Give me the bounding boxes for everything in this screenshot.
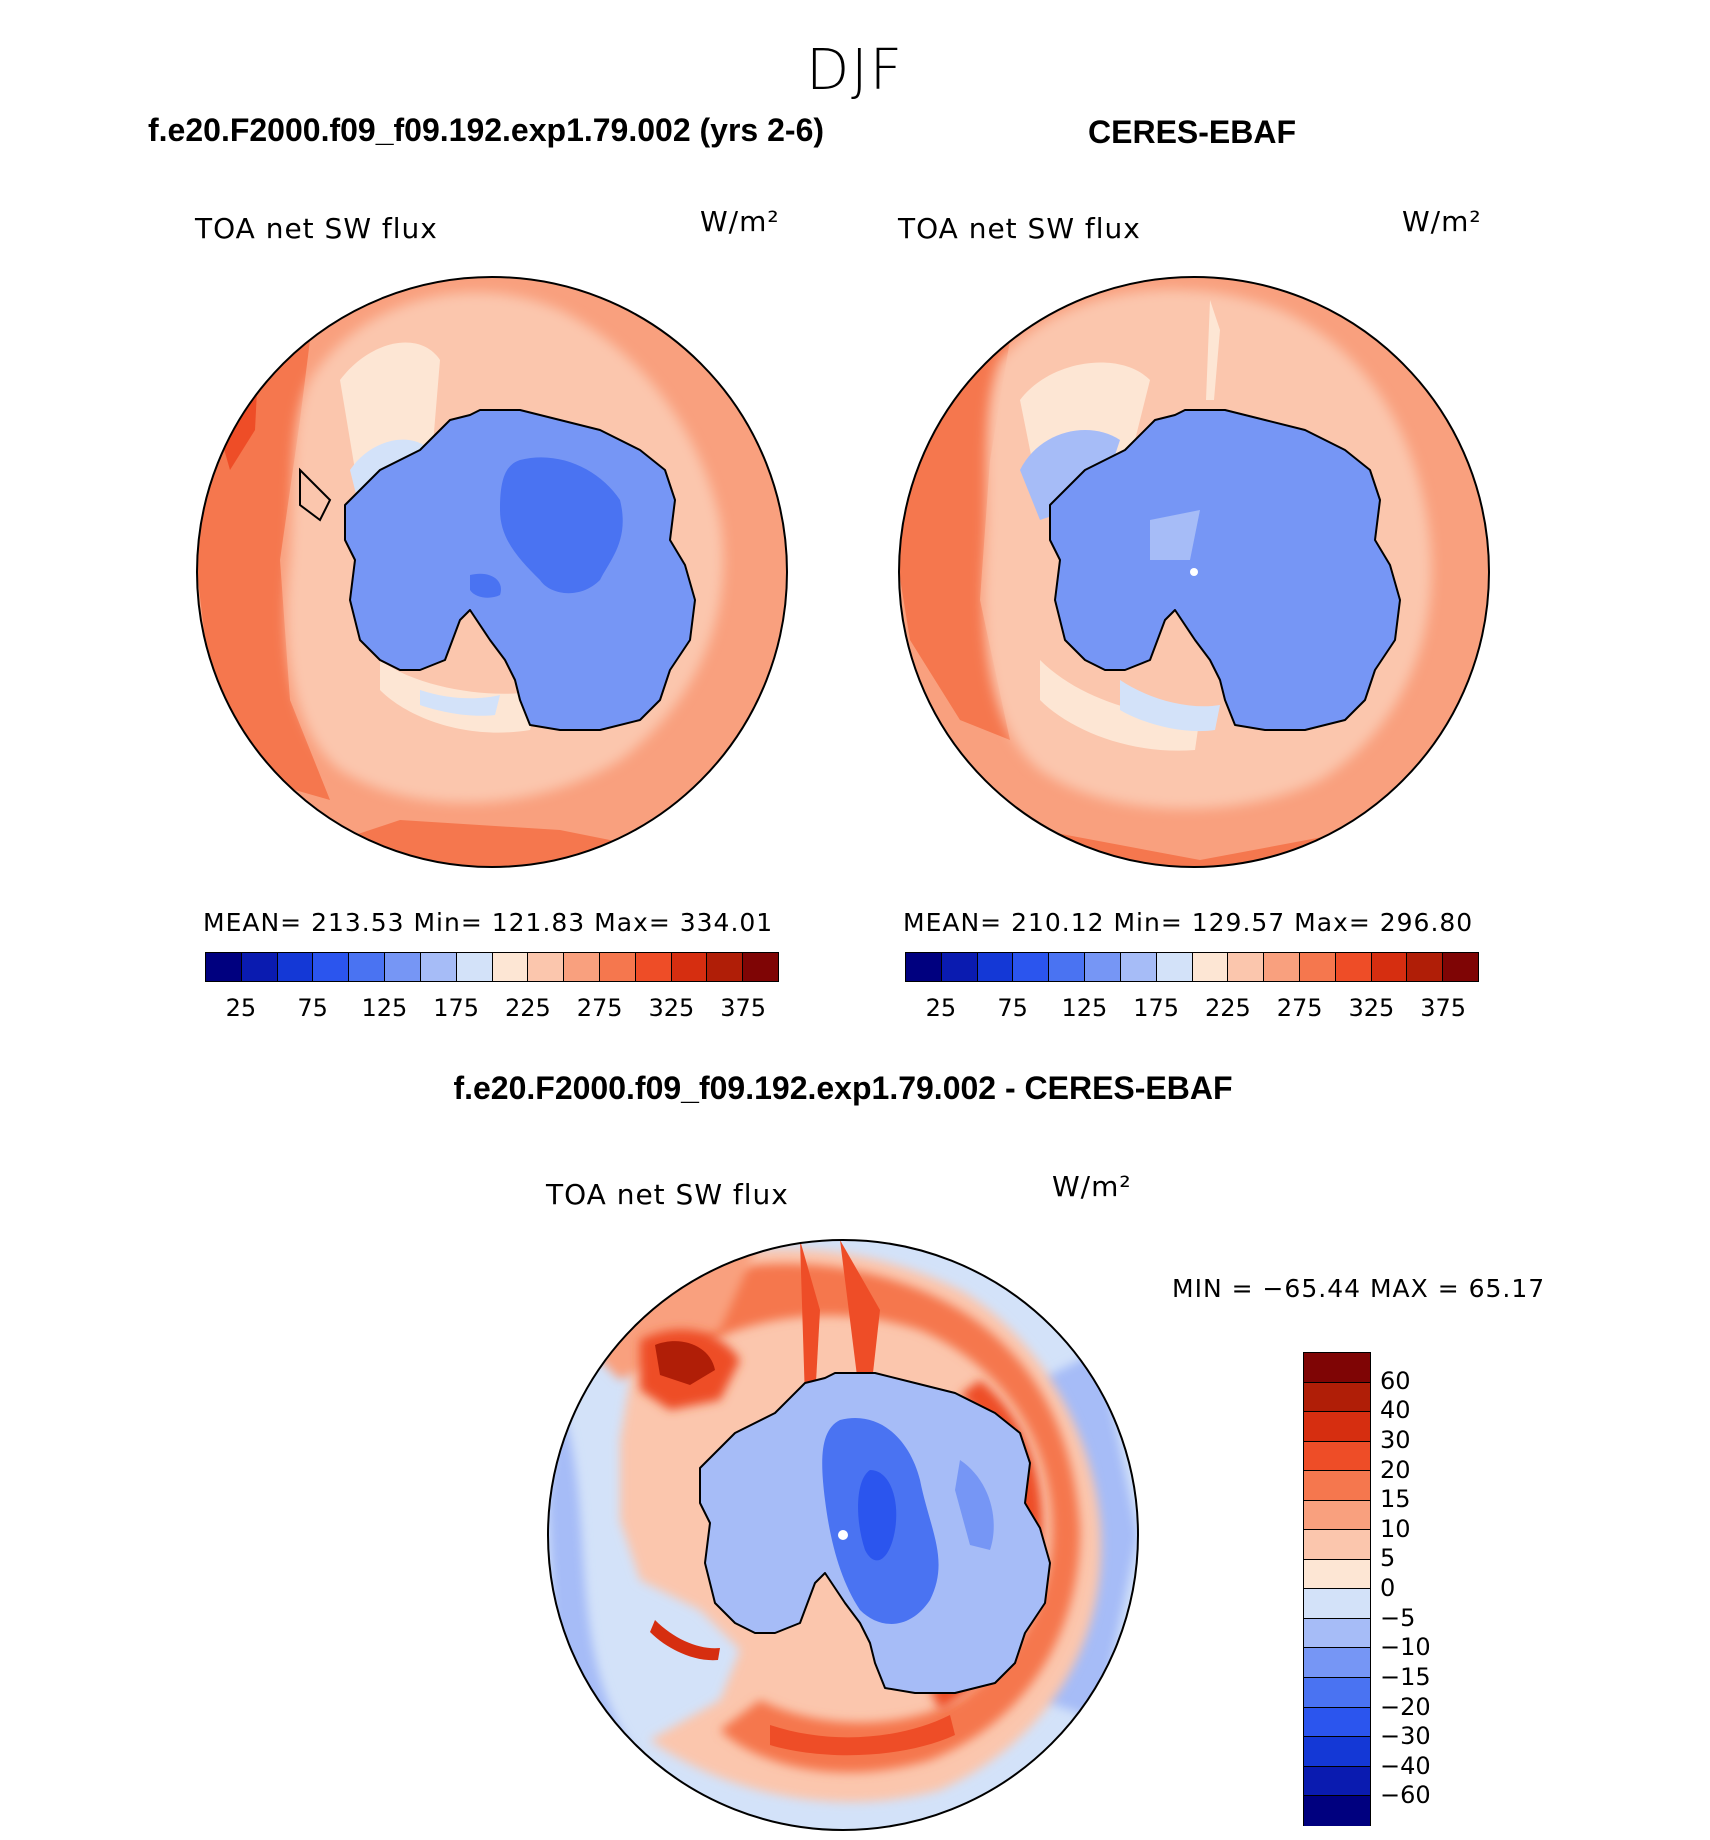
colorbar-tick-label: 15 bbox=[1380, 1485, 1411, 1514]
diff-panel-title: f.e20.F2000.f09_f09.192.exp1.79.002 - CE… bbox=[453, 1070, 1233, 1106]
colorbar-swatch bbox=[349, 953, 386, 981]
colorbar-swatch bbox=[1304, 1441, 1370, 1472]
colorbar-swatch bbox=[1304, 1471, 1370, 1501]
diff-colorbar bbox=[1303, 1352, 1371, 1826]
colorbar-tick-label: 60 bbox=[1380, 1366, 1411, 1395]
colorbar-swatch bbox=[1304, 1766, 1370, 1797]
colorbar-tick-label: −20 bbox=[1380, 1692, 1431, 1721]
colorbar-tick-label: −5 bbox=[1380, 1603, 1416, 1632]
colorbar-swatch bbox=[1192, 953, 1229, 981]
obs-colorbar bbox=[905, 952, 1479, 982]
colorbar-swatch bbox=[1049, 953, 1086, 981]
colorbar-tick-label: 275 bbox=[576, 994, 623, 1022]
colorbar-tick-label: 325 bbox=[1348, 994, 1395, 1022]
diff-variable-label: TOA net SW flux bbox=[546, 1178, 789, 1211]
colorbar-swatch bbox=[1304, 1530, 1370, 1560]
obs-stats: MEAN= 210.12 Min= 129.57 Max= 296.80 bbox=[903, 908, 1474, 937]
model-colorbar bbox=[205, 952, 779, 982]
colorbar-swatch bbox=[1228, 953, 1265, 981]
colorbar-tick-label: 375 bbox=[1420, 994, 1467, 1022]
model-units-label: W/m² bbox=[700, 205, 780, 238]
colorbar-swatch bbox=[906, 953, 942, 981]
colorbar-swatch bbox=[1407, 953, 1444, 981]
colorbar-swatch bbox=[1013, 953, 1050, 981]
colorbar-swatch bbox=[206, 953, 242, 981]
colorbar-swatch bbox=[492, 953, 529, 981]
colorbar-tick-label: −60 bbox=[1380, 1781, 1431, 1810]
colorbar-tick-label: 25 bbox=[925, 994, 957, 1022]
model-variable-label: TOA net SW flux bbox=[195, 212, 438, 245]
colorbar-tick-label: 175 bbox=[1133, 994, 1180, 1022]
colorbar-swatch bbox=[1304, 1353, 1370, 1383]
colorbar-swatch bbox=[977, 953, 1014, 981]
diff-minmax: MIN = −65.44 MAX = 65.17 bbox=[1172, 1274, 1546, 1303]
colorbar-swatch bbox=[420, 953, 457, 981]
colorbar-swatch bbox=[1299, 953, 1336, 981]
colorbar-swatch bbox=[743, 953, 778, 981]
diff-units-label: W/m² bbox=[1052, 1170, 1132, 1203]
obs-panel-title: CERES-EBAF bbox=[1088, 114, 1297, 150]
colorbar-swatch bbox=[313, 953, 350, 981]
colorbar-tick-label: 325 bbox=[648, 994, 695, 1022]
colorbar-swatch bbox=[241, 953, 278, 981]
colorbar-swatch bbox=[1304, 1707, 1370, 1738]
colorbar-swatch bbox=[707, 953, 744, 981]
colorbar-tick-label: −10 bbox=[1380, 1633, 1431, 1662]
colorbar-swatch bbox=[1120, 953, 1157, 981]
obs-variable-label: TOA net SW flux bbox=[898, 212, 1141, 245]
colorbar-tick-label: 75 bbox=[997, 994, 1028, 1022]
colorbar-swatch bbox=[941, 953, 978, 981]
colorbar-swatch bbox=[1304, 1618, 1370, 1649]
colorbar-swatch bbox=[1304, 1382, 1370, 1413]
colorbar-tick-label: 5 bbox=[1380, 1544, 1396, 1573]
colorbar-swatch bbox=[635, 953, 672, 981]
colorbar-tick-label: 20 bbox=[1380, 1455, 1411, 1484]
colorbar-tick-label: 10 bbox=[1380, 1514, 1411, 1543]
colorbar-tick-label: 225 bbox=[504, 994, 551, 1022]
colorbar-tick-label: −15 bbox=[1380, 1662, 1431, 1691]
colorbar-swatch bbox=[277, 953, 314, 981]
colorbar-swatch bbox=[385, 953, 421, 981]
model-stats: MEAN= 213.53 Min= 121.83 Max= 334.01 bbox=[203, 908, 774, 937]
colorbar-tick-label: 30 bbox=[1380, 1425, 1411, 1454]
colorbar-tick-label: 25 bbox=[225, 994, 257, 1022]
colorbar-swatch bbox=[528, 953, 565, 981]
colorbar-swatch bbox=[671, 953, 708, 981]
colorbar-tick-label: 275 bbox=[1276, 994, 1323, 1022]
colorbar-swatch bbox=[1304, 1648, 1370, 1679]
colorbar-swatch bbox=[1304, 1412, 1370, 1442]
colorbar-swatch bbox=[564, 953, 600, 981]
colorbar-swatch bbox=[1085, 953, 1121, 981]
colorbar-tick-label: 125 bbox=[1061, 994, 1108, 1022]
colorbar-swatch bbox=[1371, 953, 1408, 981]
colorbar-tick-label: 0 bbox=[1380, 1574, 1396, 1602]
colorbar-swatch bbox=[1304, 1796, 1370, 1826]
colorbar-tick-label: 175 bbox=[433, 994, 480, 1022]
colorbar-tick-label: 40 bbox=[1380, 1396, 1411, 1425]
colorbar-swatch bbox=[1304, 1589, 1370, 1619]
colorbar-tick-label: 375 bbox=[720, 994, 767, 1022]
season-title: DJF bbox=[806, 38, 904, 103]
colorbar-tick-label: 125 bbox=[361, 994, 408, 1022]
colorbar-swatch bbox=[1156, 953, 1193, 981]
colorbar-tick-label: 75 bbox=[297, 994, 328, 1022]
colorbar-tick-label: −30 bbox=[1380, 1722, 1431, 1751]
colorbar-swatch bbox=[1335, 953, 1372, 981]
colorbar-swatch bbox=[1304, 1678, 1370, 1708]
colorbar-swatch bbox=[1443, 953, 1478, 981]
model-panel-title: f.e20.F2000.f09_f09.192.exp1.79.002 (yrs… bbox=[148, 112, 825, 148]
colorbar-tick-label: 225 bbox=[1204, 994, 1251, 1022]
obs-units-label: W/m² bbox=[1402, 205, 1482, 238]
colorbar-swatch bbox=[1304, 1737, 1370, 1767]
colorbar-swatch bbox=[456, 953, 493, 981]
colorbar-swatch bbox=[599, 953, 636, 981]
colorbar-tick-label: −40 bbox=[1380, 1751, 1431, 1780]
colorbar-swatch bbox=[1304, 1559, 1370, 1590]
colorbar-swatch bbox=[1304, 1500, 1370, 1531]
colorbar-swatch bbox=[1264, 953, 1300, 981]
